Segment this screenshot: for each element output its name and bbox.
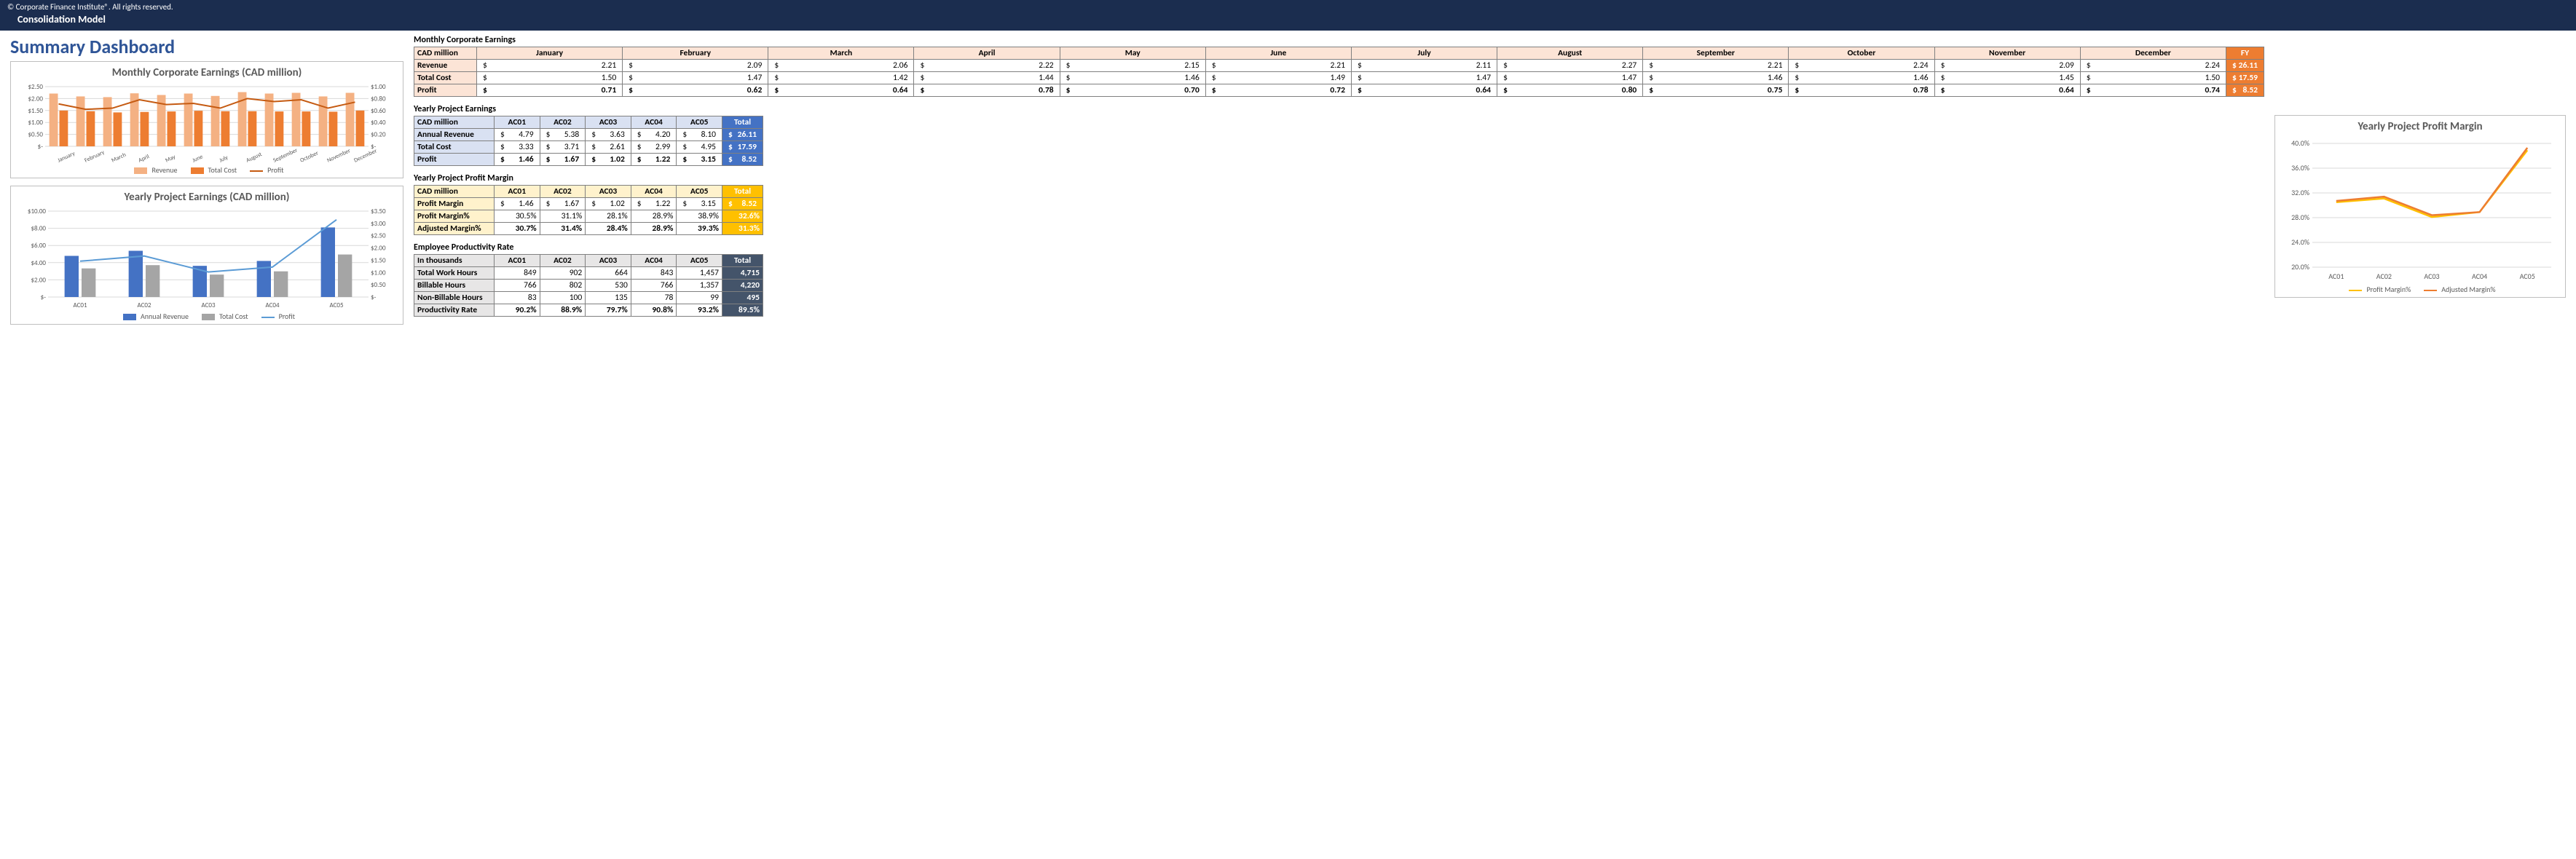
svg-text:$0.40: $0.40	[371, 119, 386, 127]
copyright-text: © Corporate Finance Institute®. All righ…	[7, 2, 2569, 12]
yearly-profit-margin-table: CAD millionAC01AC02AC03AC04AC05TotalProf…	[414, 185, 763, 235]
svg-text:AC03: AC03	[201, 301, 216, 309]
svg-text:$1.50: $1.50	[371, 256, 386, 264]
svg-text:August: August	[245, 151, 264, 164]
svg-text:$2.00: $2.00	[28, 95, 43, 103]
svg-text:May: May	[165, 154, 177, 164]
svg-text:$1.00: $1.00	[371, 269, 386, 277]
svg-text:December: December	[353, 147, 379, 164]
svg-text:$-: $-	[41, 293, 47, 301]
svg-text:$10.00: $10.00	[28, 208, 47, 215]
svg-text:February: February	[84, 149, 106, 164]
svg-text:24.0%: 24.0%	[2291, 237, 2309, 247]
svg-text:November: November	[326, 147, 352, 164]
svg-text:$3.50: $3.50	[371, 208, 386, 215]
tbl3-title: Yearly Project Profit Margin	[414, 173, 2264, 183]
app-header: © Corporate Finance Institute®. All righ…	[0, 0, 2576, 31]
svg-text:$-: $-	[371, 293, 377, 301]
svg-text:June: June	[192, 153, 205, 164]
svg-text:AC02: AC02	[2376, 272, 2392, 281]
svg-text:$2.00: $2.00	[371, 245, 386, 253]
svg-text:March: March	[111, 151, 127, 164]
svg-text:36.0%: 36.0%	[2291, 163, 2309, 173]
svg-text:$1.00: $1.00	[28, 119, 43, 127]
yearly-profit-margin-chart: Yearly Project Profit Margin 20.0% 24.0% 2…	[2274, 115, 2566, 298]
yearly-project-earnings-chart: Yearly Project Earnings (CAD million) $-…	[10, 186, 403, 325]
svg-text:28.0%: 28.0%	[2291, 213, 2309, 222]
svg-text:AC01: AC01	[2328, 272, 2344, 281]
svg-text:AC02: AC02	[137, 301, 151, 309]
svg-text:October: October	[299, 149, 320, 164]
svg-text:AC03: AC03	[2424, 272, 2439, 281]
svg-text:$0.50: $0.50	[28, 131, 43, 139]
svg-text:July: July	[218, 154, 230, 164]
svg-text:$2.50: $2.50	[28, 84, 43, 91]
svg-text:32.0%: 32.0%	[2291, 188, 2309, 197]
svg-text:$0.80: $0.80	[371, 95, 386, 103]
svg-text:$8.00: $8.00	[31, 225, 46, 233]
tbl2-title: Yearly Project Earnings	[414, 104, 2264, 114]
svg-text:$4.00: $4.00	[31, 259, 46, 267]
svg-text:AC01: AC01	[73, 301, 87, 309]
monthly-earnings-table: CAD millionJanuaryFebruaryMarchAprilMayJ…	[414, 47, 2264, 97]
chart3-title: Yearly Project Profit Margin	[2281, 120, 2559, 133]
svg-text:AC05: AC05	[329, 301, 344, 309]
svg-text:$3.00: $3.00	[371, 220, 386, 228]
tbl4-title: Employee Productivity Rate	[414, 242, 2264, 253]
svg-text:September: September	[272, 146, 299, 164]
svg-text:$0.60: $0.60	[371, 107, 386, 115]
svg-text:$1.50: $1.50	[28, 107, 43, 115]
svg-text:April: April	[138, 153, 151, 164]
monthly-earnings-chart: Monthly Corporate Earnings (CAD million)…	[10, 61, 403, 178]
svg-text:$0.50: $0.50	[371, 281, 386, 289]
page-title: Summary Dashboard	[10, 35, 403, 58]
svg-text:$2.50: $2.50	[371, 232, 386, 240]
tbl1-title: Monthly Corporate Earnings	[414, 35, 2264, 45]
svg-text:$1.00: $1.00	[371, 84, 386, 91]
model-subtitle: Consolidation Model	[7, 12, 2569, 28]
yearly-project-earnings-table: CAD millionAC01AC02AC03AC04AC05TotalAnnu…	[414, 116, 763, 166]
svg-text:$0.20: $0.20	[371, 131, 386, 139]
svg-text:$-: $-	[38, 143, 44, 151]
chart2-title: Yearly Project Earnings (CAD million)	[17, 191, 397, 204]
svg-text:$6.00: $6.00	[31, 242, 46, 250]
chart1-title: Monthly Corporate Earnings (CAD million)	[17, 66, 397, 79]
svg-text:20.0%: 20.0%	[2291, 262, 2309, 272]
employee-productivity-table: In thousandsAC01AC02AC03AC04AC05TotalTot…	[414, 254, 763, 317]
svg-text:AC04: AC04	[265, 301, 280, 309]
svg-text:40.0%: 40.0%	[2291, 138, 2309, 148]
svg-text:$2.00: $2.00	[31, 276, 46, 284]
svg-text:AC04: AC04	[2472, 272, 2487, 281]
svg-text:AC05: AC05	[2520, 272, 2535, 281]
svg-text:January: January	[57, 150, 76, 164]
